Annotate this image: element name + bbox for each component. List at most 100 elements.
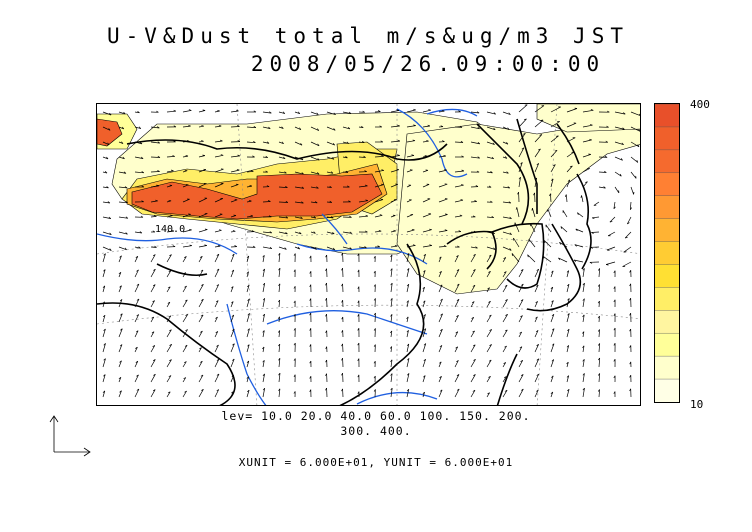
- wind-vector-head: [184, 299, 188, 302]
- colorbar-swatch: [655, 195, 679, 220]
- wind-vector-head: [200, 360, 203, 363]
- wind-vector-head: [345, 170, 349, 173]
- wind-vector-head: [156, 184, 159, 187]
- wind-vector: [598, 357, 601, 368]
- wind-vector: [214, 268, 220, 278]
- wind-vector: [118, 171, 127, 174]
- colorbar-swatch: [655, 264, 679, 288]
- wind-vector-head: [246, 360, 250, 364]
- wind-vector-head: [169, 254, 172, 257]
- wind-vector-head: [107, 142, 110, 146]
- wind-vector-head: [140, 156, 144, 159]
- wind-vector-head: [577, 212, 579, 216]
- wind-vector: [422, 184, 430, 188]
- wind-vector-head: [520, 374, 524, 376]
- wind-vector: [532, 208, 536, 218]
- wind-vector-head: [157, 170, 160, 172]
- wind-vector-head: [476, 111, 480, 114]
- wind-vector: [230, 358, 235, 368]
- colorbar-swatch: [655, 241, 679, 265]
- wind-vector-head: [278, 388, 281, 392]
- wind-vector-head: [567, 328, 570, 332]
- wind-vector: [470, 344, 476, 353]
- wind-vector: [246, 171, 254, 173]
- wind-vector-head: [438, 361, 442, 364]
- wind-vector: [470, 285, 476, 293]
- wind-vector: [182, 245, 192, 248]
- wind-vector-head: [301, 186, 305, 189]
- wind-vector: [102, 358, 106, 368]
- wind-vector: [502, 231, 512, 235]
- wind-vector-head: [407, 373, 410, 376]
- wind-vector-head: [278, 358, 281, 361]
- wind-vector-head: [407, 253, 410, 256]
- wind-vector-head: [106, 156, 109, 160]
- wind-vector-head: [520, 299, 524, 302]
- wind-vector-head: [475, 246, 478, 249]
- wind-vector-head: [293, 328, 296, 331]
- wind-vector-head: [232, 230, 236, 232]
- wind-vector: [246, 360, 250, 368]
- wind-vector-head: [201, 389, 204, 391]
- wind-vector: [470, 201, 477, 203]
- wind-vector-head: [598, 373, 600, 376]
- wind-vector: [246, 328, 250, 338]
- wind-vector: [278, 156, 286, 160]
- wind-vector-head: [423, 314, 426, 317]
- wind-vector: [230, 286, 234, 293]
- wind-vector: [390, 268, 393, 278]
- wind-vector-head: [535, 316, 538, 319]
- wind-vector: [182, 345, 188, 353]
- wind-vector-head: [590, 246, 593, 249]
- wind-vector: [390, 230, 396, 233]
- wind-vector-head: [184, 285, 187, 288]
- wind-vector: [278, 316, 280, 323]
- wind-vector-head: [173, 125, 177, 128]
- wind-vector-head: [109, 112, 112, 116]
- wind-vector: [470, 141, 480, 145]
- wind-vector: [118, 111, 126, 115]
- wind-vector: [150, 389, 156, 398]
- wind-vector-head: [330, 171, 334, 174]
- wind-vector: [310, 171, 320, 175]
- wind-vector: [422, 314, 426, 323]
- wind-vector-head: [629, 312, 632, 316]
- wind-vector-head: [104, 171, 108, 174]
- wind-vector: [438, 389, 443, 398]
- wind-vector: [559, 242, 568, 248]
- wind-vector-head: [216, 284, 219, 287]
- wind-vector: [534, 119, 544, 128]
- wind-vector-head: [397, 154, 400, 156]
- wind-vector: [198, 299, 204, 308]
- wind-vector-head: [278, 330, 280, 333]
- wind-vector: [390, 283, 393, 293]
- wind-vector: [102, 253, 106, 263]
- wind-vector: [566, 329, 570, 338]
- wind-vector-head: [613, 359, 616, 362]
- wind-vector-head: [406, 316, 409, 320]
- wind-vector-head: [189, 244, 193, 247]
- wind-vector: [614, 171, 622, 177]
- wind-vector-head: [345, 156, 348, 159]
- wind-vector-head: [413, 124, 416, 126]
- wind-vector: [102, 231, 112, 236]
- wind-vector-head: [313, 231, 316, 234]
- wind-vector-head: [169, 359, 172, 362]
- wind-vector-head: [277, 316, 280, 320]
- wind-vector-head: [151, 316, 154, 319]
- wind-vector-head: [507, 186, 511, 189]
- wind-vector-head: [582, 268, 585, 271]
- wind-vector-head: [232, 328, 235, 331]
- wind-vector: [454, 360, 459, 368]
- wind-vector-head: [102, 314, 106, 318]
- wind-vector: [486, 111, 496, 115]
- wind-vector: [262, 156, 268, 159]
- wind-vector-head: [173, 109, 177, 112]
- wind-vector-head: [517, 191, 519, 195]
- wind-vector: [262, 298, 266, 308]
- wind-vector-head: [390, 254, 393, 258]
- dust-map-svg: 140.0: [97, 104, 640, 405]
- wind-vector: [198, 213, 208, 218]
- wind-vector-head: [184, 169, 188, 172]
- wind-vector-head: [118, 272, 122, 275]
